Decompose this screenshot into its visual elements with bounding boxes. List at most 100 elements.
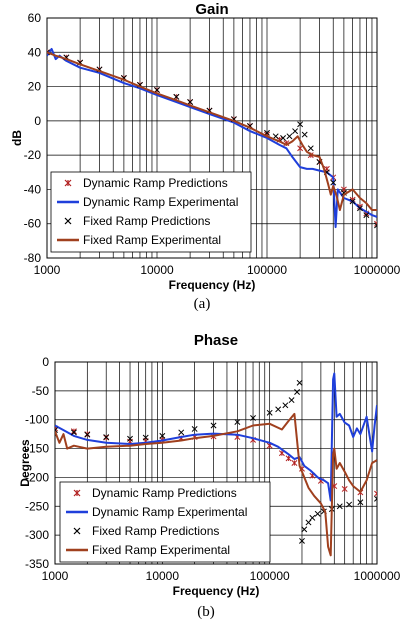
data-point — [374, 495, 377, 502]
y-tick-label: -100 — [25, 413, 49, 427]
y-tick-label: -150 — [25, 442, 49, 456]
legend-entry: Dynamic Ramp Experimental — [83, 195, 238, 209]
x-tick-label: 1000 — [34, 263, 61, 277]
data-point — [282, 402, 289, 409]
y-tick-label: -60 — [24, 217, 42, 231]
data-point — [374, 490, 377, 497]
x-tick-label: 10000 — [140, 263, 174, 277]
data-point — [374, 222, 377, 229]
data-point — [297, 145, 304, 152]
legend-entry: Dynamic Ramp Experimental — [92, 505, 247, 519]
series-line — [55, 372, 377, 502]
data-point — [309, 514, 316, 521]
x-tick-label: 100000 — [247, 263, 287, 277]
legend-entry: Dynamic Ramp Predictions — [83, 176, 228, 190]
data-point — [305, 519, 312, 526]
x-axis-label: Frequency (Hz) — [173, 584, 260, 598]
y-tick-label: 0 — [42, 355, 49, 369]
data-point — [234, 419, 241, 425]
series-group — [55, 372, 377, 557]
data-point — [272, 133, 279, 140]
series-line — [55, 412, 377, 557]
legend-box — [50, 171, 252, 253]
data-point — [70, 429, 77, 436]
data-point — [299, 537, 305, 544]
legend-marker-swatch — [73, 489, 81, 497]
x-tick-label: 1000000 — [354, 263, 401, 277]
x-tick-label: 1000 — [42, 569, 69, 583]
data-point — [297, 121, 304, 128]
figure-caption: (a) — [194, 296, 211, 312]
y-tick-label: -300 — [25, 528, 49, 542]
y-axis-label: dB — [10, 130, 24, 146]
data-point — [374, 220, 377, 227]
data-point — [280, 135, 287, 141]
chart-title: Gain — [195, 1, 228, 18]
y-tick-label: -40 — [24, 182, 42, 196]
y-tick-label: -20 — [24, 148, 42, 162]
data-point — [103, 434, 110, 440]
data-point — [288, 397, 295, 404]
legend: Dynamic Ramp Predictions Dynamic Ramp Exp… — [50, 171, 252, 253]
data-point — [286, 133, 293, 140]
data-point — [275, 406, 282, 413]
data-point — [314, 510, 321, 517]
data-point — [336, 503, 343, 510]
data-point — [346, 501, 353, 508]
data-point — [291, 460, 298, 466]
data-point — [191, 425, 198, 432]
legend: Dynamic Ramp Predictions Dynamic Ramp Exp… — [59, 481, 271, 563]
legend-entry: Fixed Ramp Predictions — [92, 524, 219, 538]
data-point — [250, 415, 256, 421]
x-tick-label: 1000000 — [354, 569, 401, 583]
data-point — [363, 212, 370, 219]
data-point — [142, 434, 149, 441]
plot-border — [54, 361, 378, 565]
figure-caption: (b) — [197, 604, 215, 620]
data-point — [294, 389, 301, 395]
y-tick-label: 40 — [28, 45, 42, 59]
x-tick-label: 10000 — [146, 569, 180, 583]
data-point — [159, 432, 166, 439]
plot-border — [46, 17, 378, 259]
y-tick-label: 60 — [28, 11, 42, 25]
legend-marker-swatch — [64, 217, 72, 225]
x-axis-label: Frequency (Hz) — [169, 278, 256, 292]
y-tick-label: -50 — [32, 384, 50, 398]
legend-box — [59, 481, 271, 563]
legend-marker-swatch — [64, 179, 72, 187]
data-point — [292, 128, 299, 135]
legend-entry: Dynamic Ramp Predictions — [92, 486, 237, 500]
y-tick-label: -200 — [25, 470, 49, 484]
data-point — [330, 179, 337, 186]
data-point — [301, 526, 308, 533]
legend-entry: Fixed Ramp Experimental — [83, 233, 221, 247]
data-point — [266, 409, 273, 416]
data-point — [55, 427, 58, 434]
data-point — [178, 429, 185, 436]
y-tick-label: 20 — [28, 80, 42, 94]
data-point — [349, 198, 356, 205]
data-point — [357, 499, 364, 506]
y-tick-label: -80 — [24, 251, 42, 265]
data-point — [307, 145, 314, 152]
y-tick-label: 0 — [34, 114, 41, 128]
y-axis-label: Degrees — [18, 439, 32, 487]
legend-marker-swatch — [73, 527, 81, 535]
chart-title: Phase — [194, 332, 238, 349]
x-tick-label: 100000 — [250, 569, 290, 583]
data-point — [84, 431, 91, 438]
data-point — [210, 422, 217, 429]
data-point — [173, 93, 180, 100]
series-line — [47, 51, 377, 211]
legend-entry: Fixed Ramp Predictions — [83, 214, 210, 228]
data-point — [301, 131, 308, 138]
y-tick-label: -350 — [25, 557, 49, 571]
series-group — [47, 47, 377, 229]
data-point — [127, 435, 133, 442]
data-point — [296, 379, 303, 386]
y-tick-label: -250 — [25, 499, 49, 513]
